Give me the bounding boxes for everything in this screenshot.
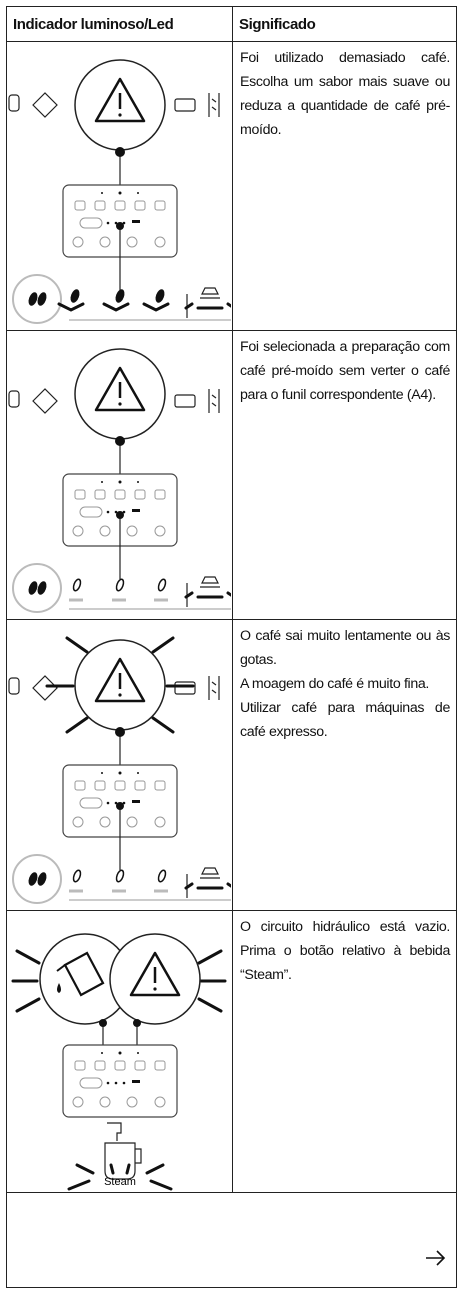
meaning-cell: O café sai muito lentamente ou às gotas.… <box>232 619 457 911</box>
illustration-cell <box>6 330 233 620</box>
illustration-cell: Steam <box>6 910 233 1193</box>
row: Steam O circuito hidráulico está vazio. … <box>6 910 457 1193</box>
meaning-text: O café sai muito lentamente ou às gotas. <box>240 628 450 668</box>
header-row: Indicador luminoso/Led Significado <box>6 6 457 42</box>
illustration <box>8 636 231 904</box>
meaning-text: Utilizar café para máquinas de café expr… <box>240 700 450 740</box>
header-cell: Indicador luminoso/Led <box>6 6 233 42</box>
illustration: Steam <box>11 932 227 1191</box>
meaning-text: Foi utilizado demasiado café. Escolha um… <box>240 50 450 138</box>
row: Foi selecionada a preparação com café pr… <box>6 330 457 620</box>
illustration-cell <box>6 619 233 911</box>
meaning-cell: Foi utilizado demasiado café. Escolha um… <box>232 41 457 331</box>
meaning-cell: O circuito hidráulico está vazio. Prima … <box>232 910 457 1193</box>
footer-row <box>6 1192 457 1288</box>
illustration <box>8 58 231 324</box>
meaning-text: Foi selecionada a preparação com café pr… <box>240 339 450 403</box>
illustration-cell <box>6 41 233 331</box>
row: O café sai muito lentamente ou às gotas.… <box>6 619 457 911</box>
footer-cell <box>6 1192 457 1288</box>
indicator-table: Indicador luminoso/Led Significado Foi u… <box>6 6 457 1288</box>
meaning-text: A moagem do café é muito fina. <box>240 676 430 692</box>
header-cell: Significado <box>232 6 457 42</box>
button-label: Steam <box>104 1176 136 1188</box>
meaning-text: O circuito hidráulico está vazio. Prima … <box>240 919 450 983</box>
meaning-cell: Foi selecionada a preparação com café pr… <box>232 330 457 620</box>
next-arrow <box>426 1250 446 1266</box>
row: Foi utilizado demasiado café. Escolha um… <box>6 41 457 331</box>
illustration <box>8 347 231 613</box>
